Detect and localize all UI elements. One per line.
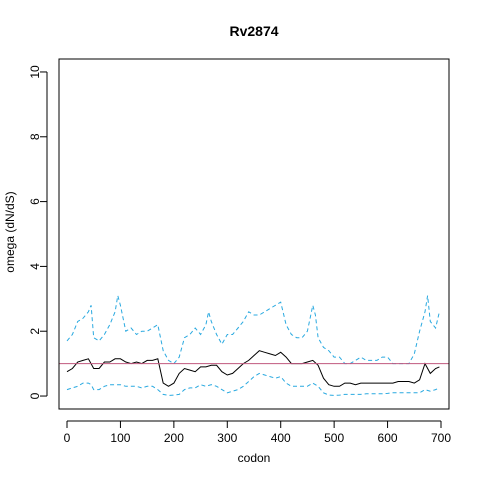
x-axis: 0 100 200 300 400 500 600 700 xyxy=(64,420,451,445)
y-tick-label: 4 xyxy=(28,263,42,270)
y-tick-label: 8 xyxy=(28,133,42,140)
x-axis-label: codon xyxy=(238,451,271,465)
x-tick-label: 600 xyxy=(378,431,398,445)
x-tick-label: 300 xyxy=(217,431,237,445)
y-axis-label: omega (dN/dS) xyxy=(3,191,17,272)
y-tick-label: 10 xyxy=(28,65,42,79)
x-tick-label: 0 xyxy=(64,431,71,445)
y-tick-label: 6 xyxy=(28,198,42,205)
y-tick-label: 0 xyxy=(28,392,42,399)
x-tick-label: 700 xyxy=(431,431,451,445)
y-axis: 0 2 4 6 8 10 xyxy=(28,65,48,399)
series-line-estimate xyxy=(66,350,440,387)
chart-title: Rv2874 xyxy=(229,23,278,39)
series-line-lower xyxy=(66,372,440,396)
series-line-upper xyxy=(66,295,440,365)
plot-frame xyxy=(58,58,450,410)
x-tick-label: 400 xyxy=(271,431,291,445)
series-layer xyxy=(66,295,440,396)
x-tick-label: 200 xyxy=(164,431,184,445)
x-tick-label: 500 xyxy=(324,431,344,445)
x-tick-label: 100 xyxy=(110,431,130,445)
y-tick-label: 2 xyxy=(28,328,42,335)
